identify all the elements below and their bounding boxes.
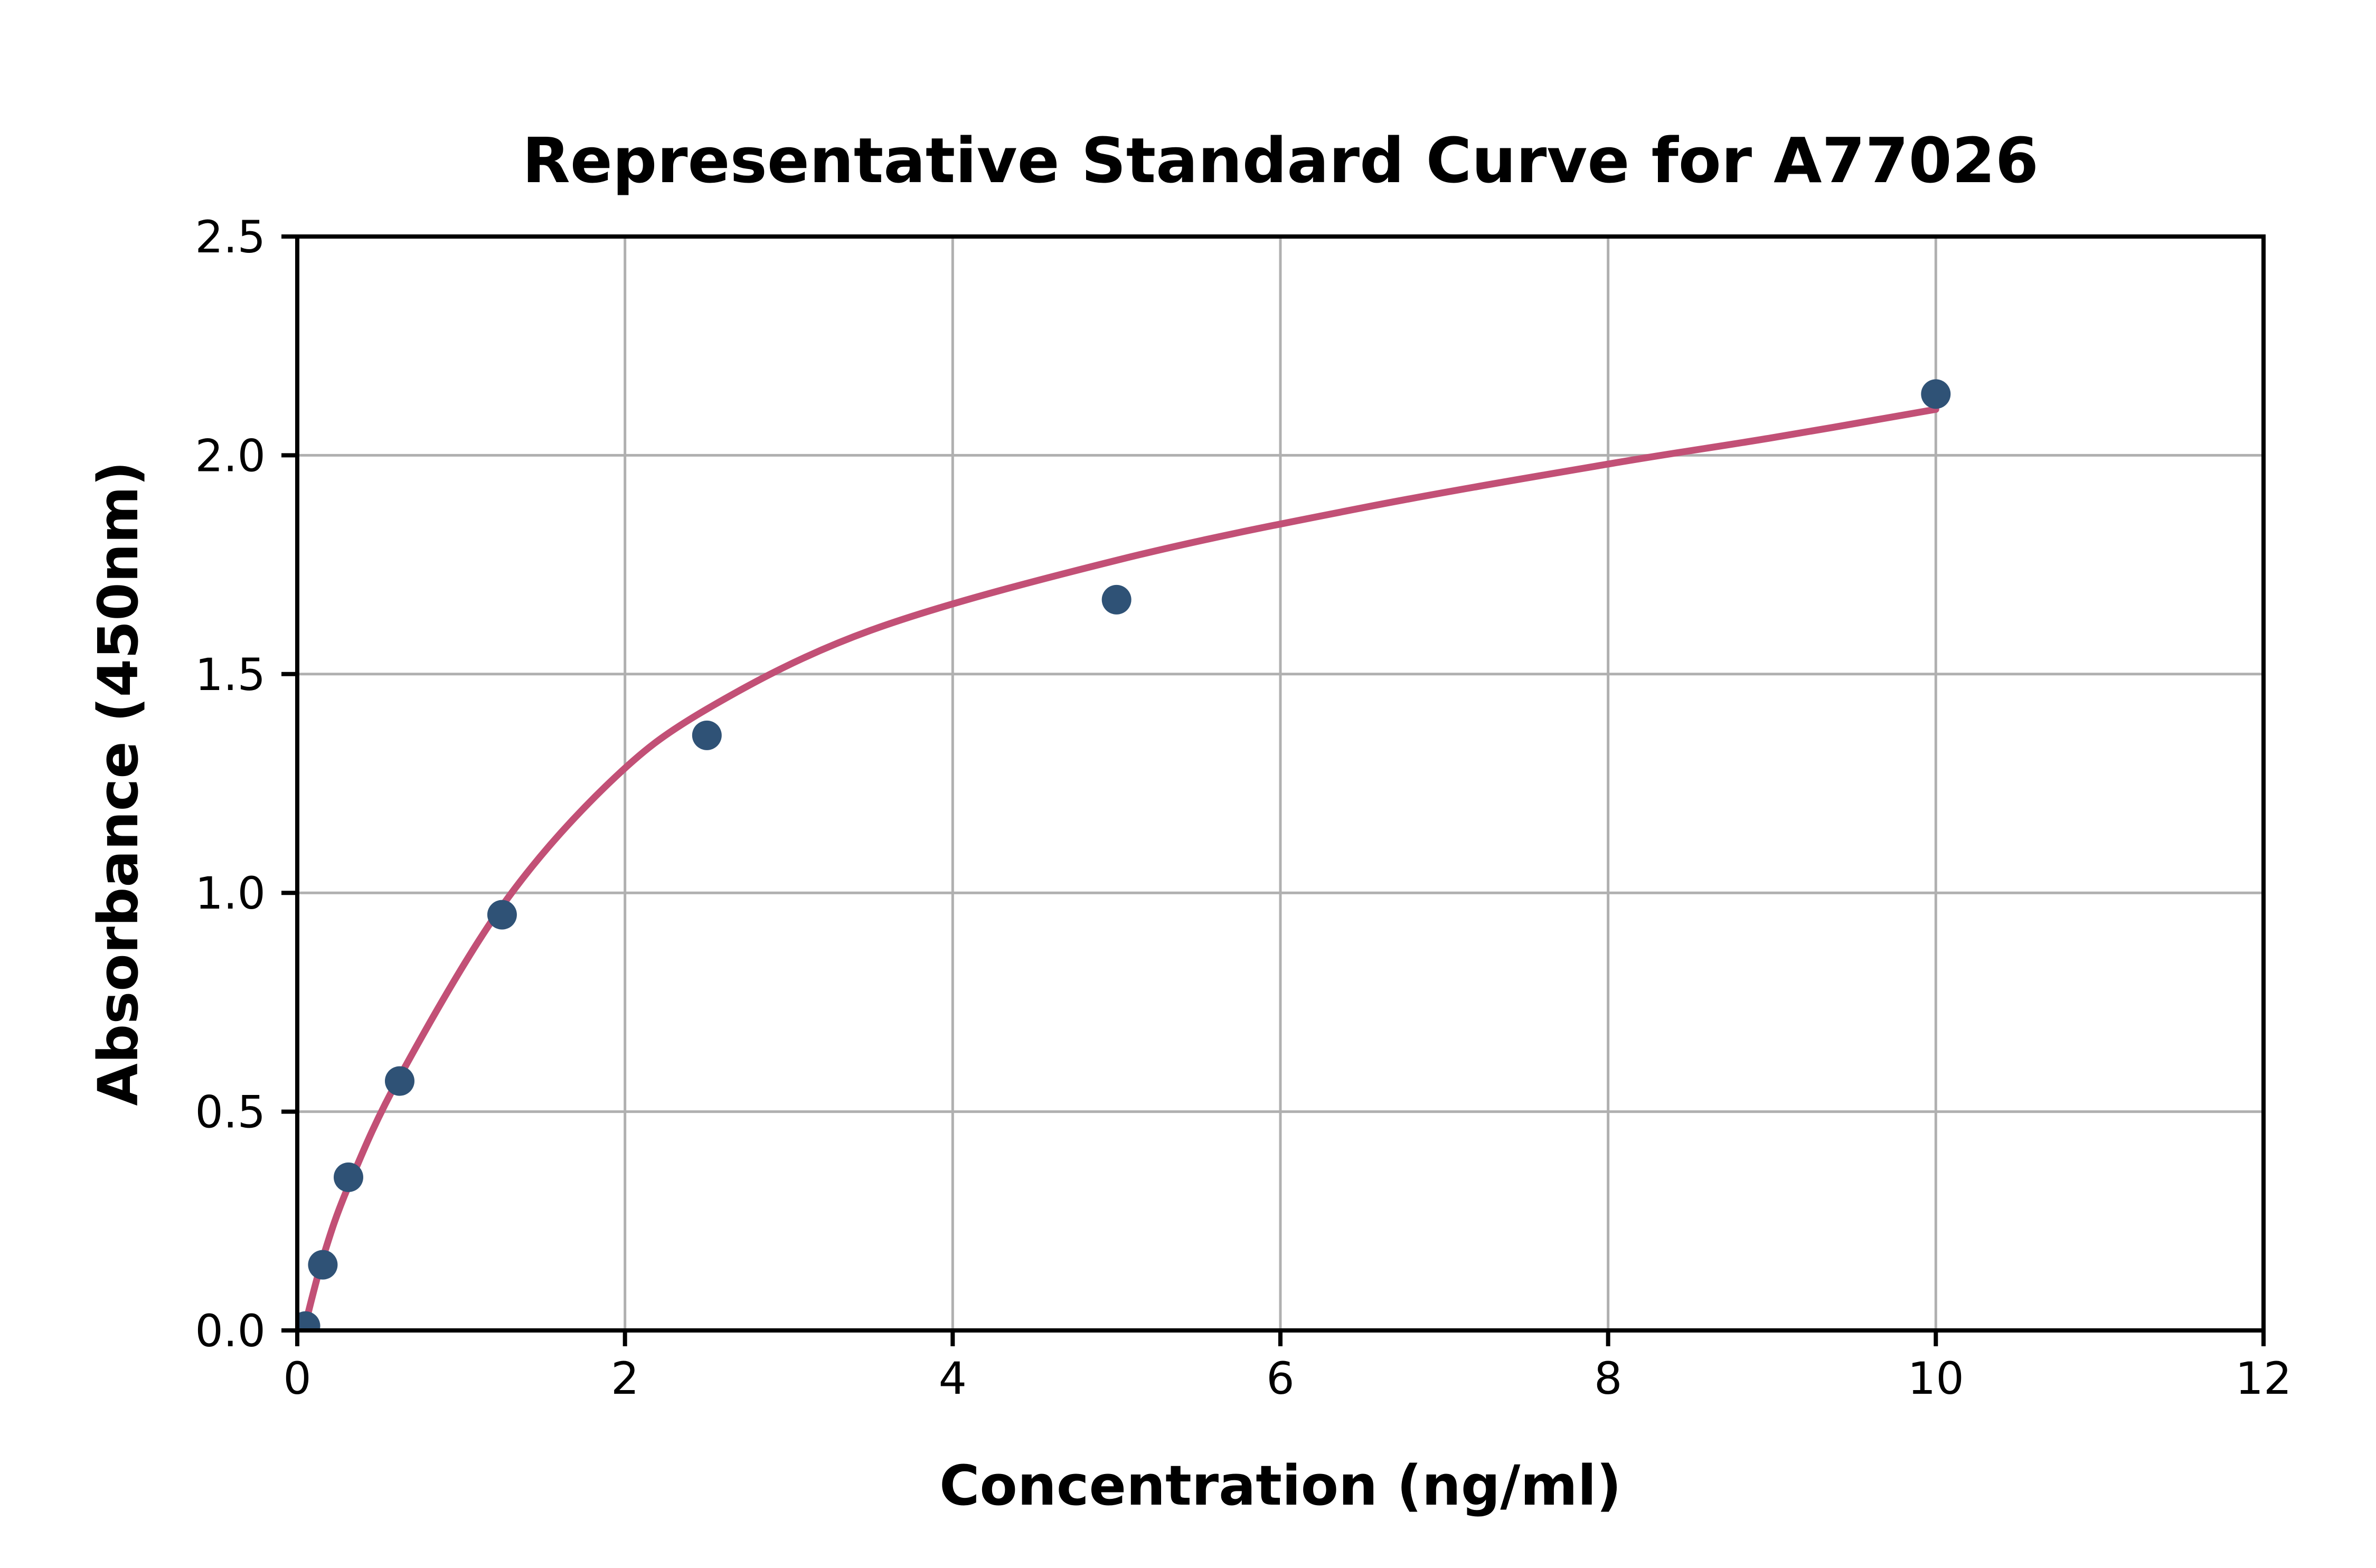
x-tick-label: 0 [283,1353,311,1404]
y-axis-label: Absorbance (450nm) [86,461,150,1106]
y-tick-label: 1.5 [195,649,266,701]
y-tick-label: 1.0 [195,867,266,919]
data-point [384,1066,414,1096]
data-point [308,1250,338,1280]
data-point [692,720,722,750]
x-tick-label: 8 [1594,1353,1622,1404]
x-tick-label: 6 [1266,1353,1294,1404]
x-tick-label: 2 [611,1353,639,1404]
data-point [297,1311,320,1330]
y-tick-label: 0.0 [195,1305,266,1357]
y-tick-label: 2.5 [195,211,266,263]
data-point [1921,379,1951,409]
fit-curve [300,405,1939,1330]
data-point [333,1162,363,1192]
data-point [487,900,517,930]
y-tick-label: 0.5 [195,1087,266,1138]
x-axis-label: Concentration (ng/ml) [939,1453,1621,1518]
x-tick-label: 12 [2236,1353,2292,1404]
chart-title: Representative Standard Curve for A77026 [522,124,2039,197]
data-point [1101,584,1132,615]
x-tick-label: 10 [1908,1353,1964,1404]
y-tick-label: 2.0 [195,430,266,481]
x-tick-label: 4 [939,1353,967,1404]
